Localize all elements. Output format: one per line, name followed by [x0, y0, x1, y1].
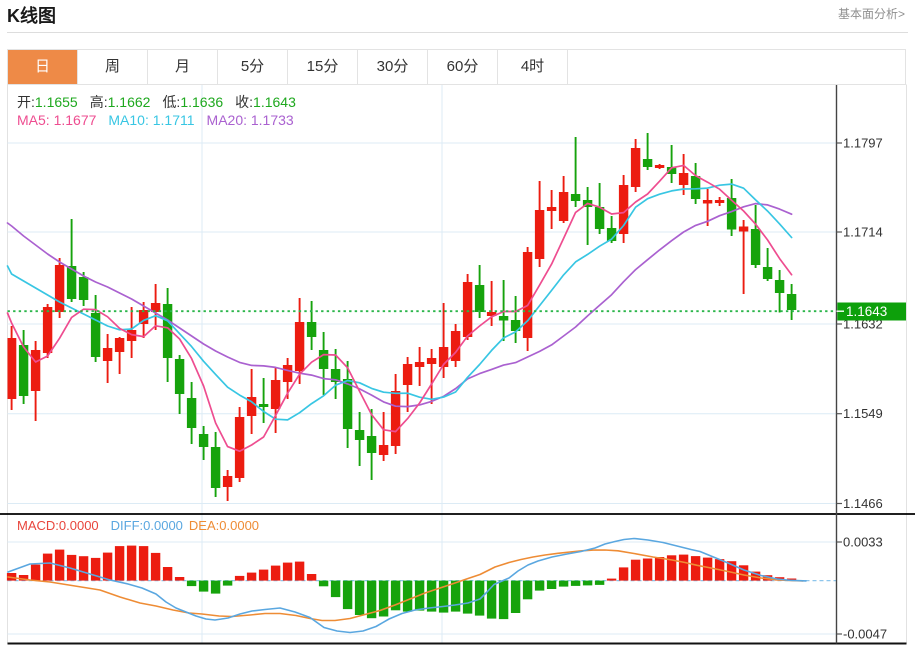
svg-text:1.1549: 1.1549	[843, 406, 883, 421]
svg-text:1.1466: 1.1466	[843, 496, 883, 511]
svg-text:0.0033: 0.0033	[843, 535, 883, 550]
svg-text:1.1797: 1.1797	[843, 136, 883, 151]
svg-text:1.1714: 1.1714	[843, 225, 883, 240]
svg-text:1.1643: 1.1643	[846, 304, 887, 319]
svg-text:-0.0047: -0.0047	[843, 627, 887, 642]
